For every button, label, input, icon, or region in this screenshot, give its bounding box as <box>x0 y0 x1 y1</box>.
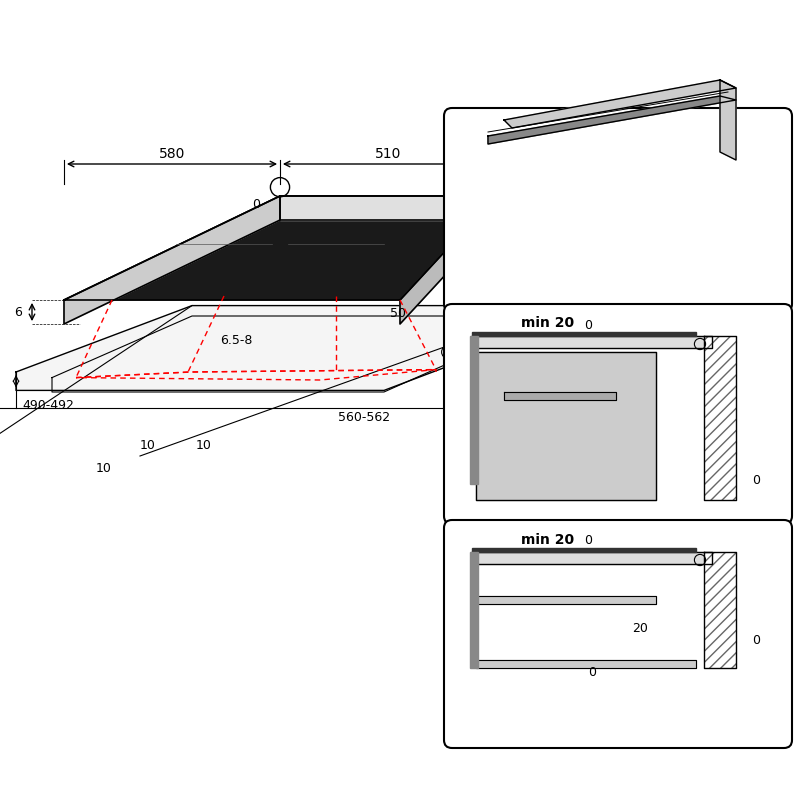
Text: 6.5-8: 6.5-8 <box>220 334 252 346</box>
Polygon shape <box>472 548 696 552</box>
Polygon shape <box>704 336 736 500</box>
Polygon shape <box>64 196 496 300</box>
FancyBboxPatch shape <box>444 520 792 748</box>
Text: 20: 20 <box>632 622 648 634</box>
FancyBboxPatch shape <box>444 108 792 312</box>
Polygon shape <box>504 392 616 400</box>
Text: 490-492: 490-492 <box>22 399 74 412</box>
Polygon shape <box>504 80 736 128</box>
Polygon shape <box>400 196 496 324</box>
Text: 510: 510 <box>375 146 401 161</box>
Polygon shape <box>704 552 736 668</box>
Text: min 20: min 20 <box>522 533 574 547</box>
Text: 560-562: 560-562 <box>338 411 390 424</box>
Polygon shape <box>720 80 736 160</box>
Text: 0: 0 <box>588 666 596 678</box>
Text: 10: 10 <box>96 462 112 474</box>
Polygon shape <box>64 196 280 324</box>
Polygon shape <box>476 660 696 668</box>
Text: 50: 50 <box>390 307 406 320</box>
Text: 0: 0 <box>584 534 592 546</box>
Polygon shape <box>476 596 656 604</box>
Text: 0: 0 <box>252 198 260 210</box>
Polygon shape <box>472 552 712 564</box>
Polygon shape <box>472 336 712 348</box>
Polygon shape <box>280 196 496 220</box>
Text: 42: 42 <box>534 202 550 214</box>
Text: min 20: min 20 <box>522 316 574 330</box>
Text: 580: 580 <box>159 146 185 161</box>
Polygon shape <box>476 352 656 500</box>
Text: 10: 10 <box>140 439 156 452</box>
Text: 0: 0 <box>584 319 592 332</box>
Text: 10: 10 <box>196 439 212 452</box>
FancyBboxPatch shape <box>444 304 792 524</box>
Polygon shape <box>470 552 478 668</box>
Text: 0: 0 <box>752 634 760 646</box>
Polygon shape <box>16 306 560 390</box>
Polygon shape <box>470 336 478 484</box>
Text: 100: 100 <box>576 355 600 368</box>
Polygon shape <box>472 332 696 336</box>
Polygon shape <box>488 96 736 144</box>
Text: 0: 0 <box>752 474 760 486</box>
Text: 6: 6 <box>14 306 22 318</box>
